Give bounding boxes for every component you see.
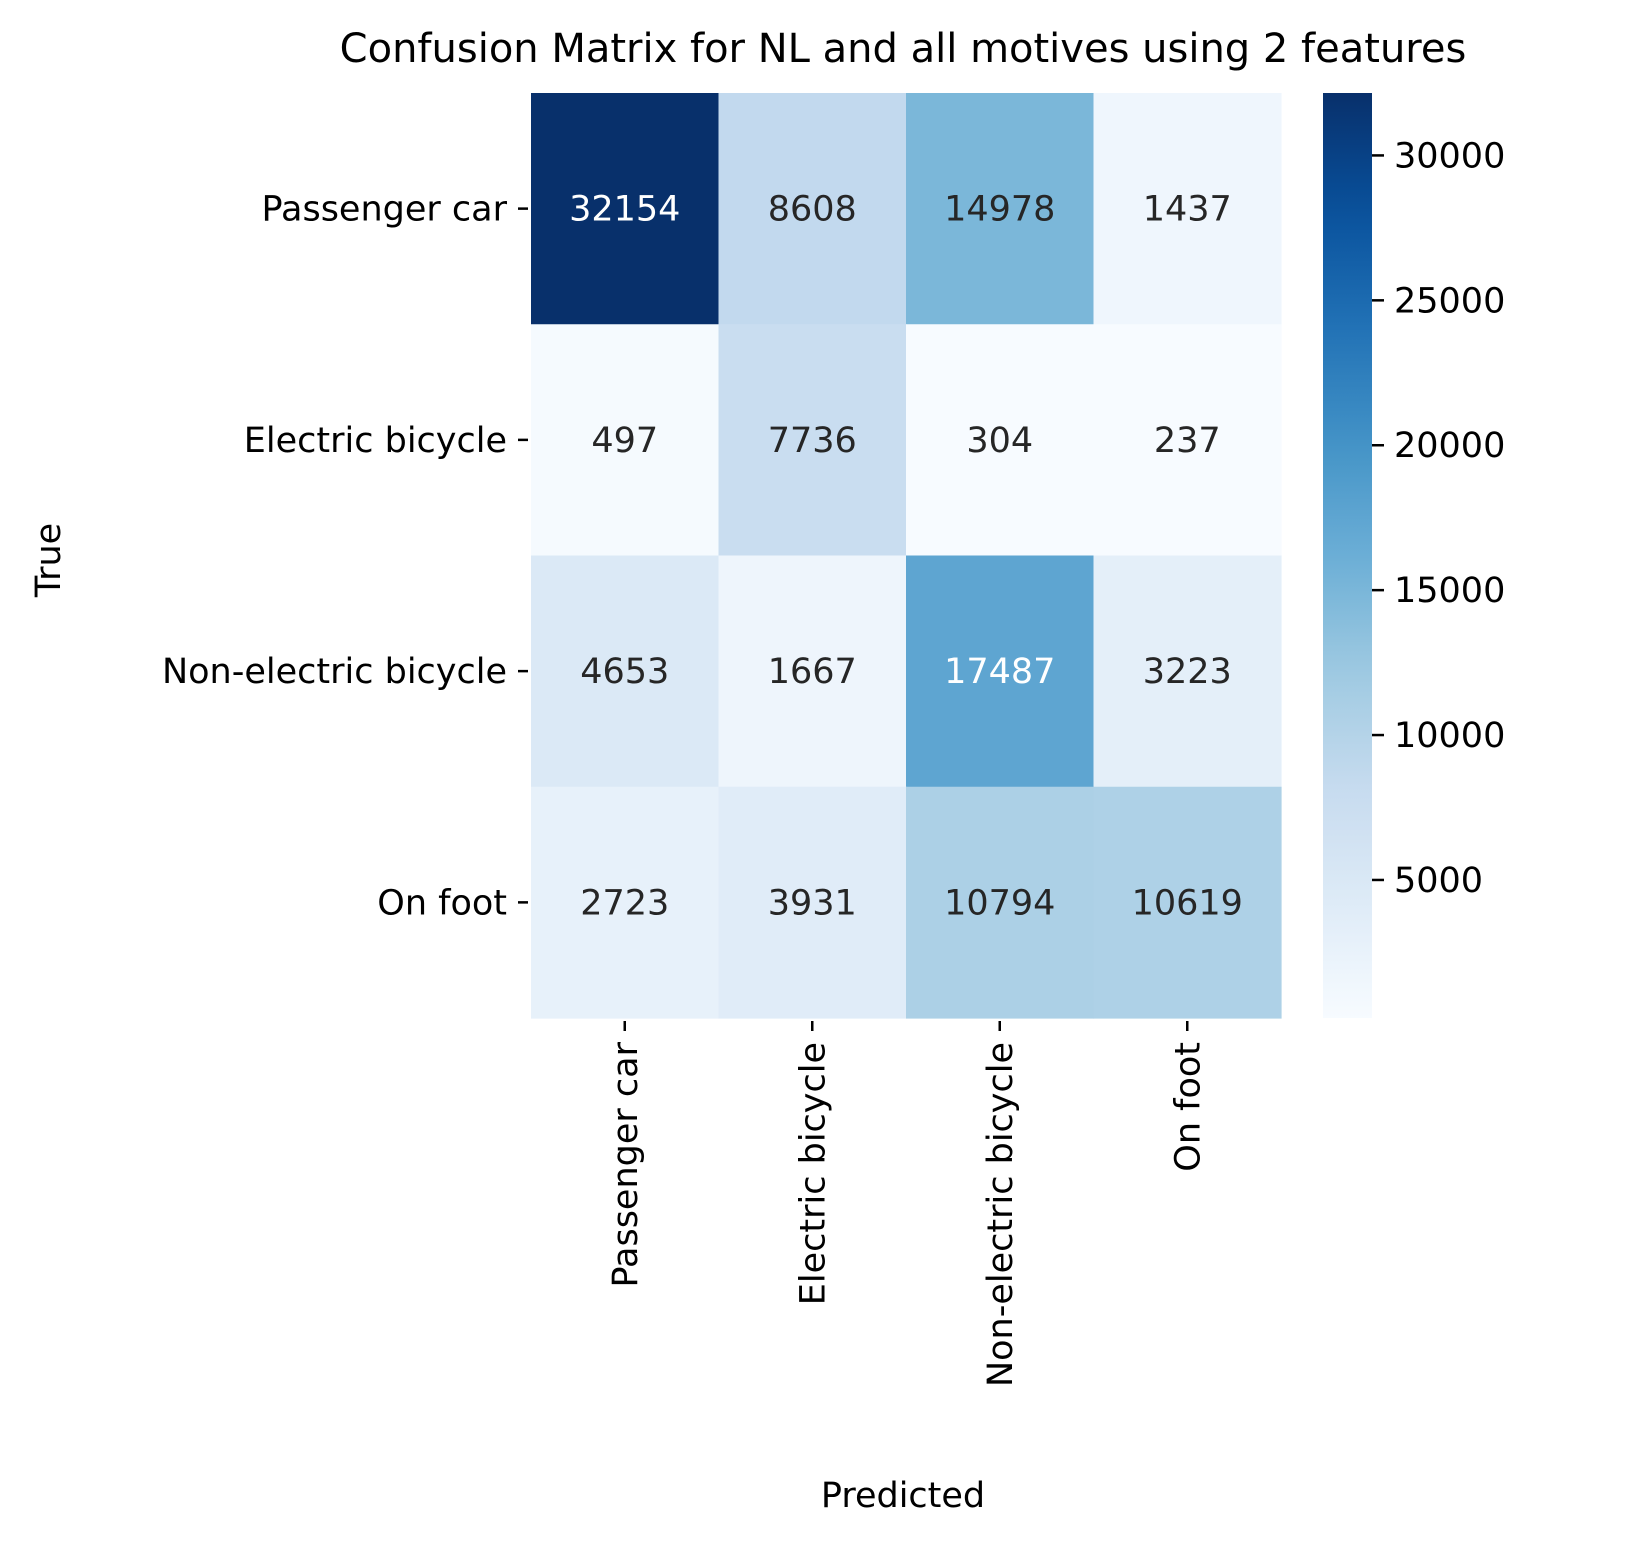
heatmap-cell-r2-c1 bbox=[718, 555, 907, 788]
x-axis: Passenger car Electric bicycle Non-electri… bbox=[606, 1021, 1208, 1387]
heatmap-cell-r1-c0 bbox=[531, 324, 720, 557]
cell-value-r0-c1: 8608 bbox=[768, 190, 857, 230]
y-axis: Passenger car Electric bicycle Non-electri… bbox=[162, 190, 528, 923]
colorbar-tick-label-3: 20000 bbox=[1394, 426, 1505, 466]
y-tick-label-3: On foot bbox=[377, 883, 507, 923]
heatmap-cells bbox=[531, 93, 1282, 1019]
y-tick-label-1: Electric bicycle bbox=[244, 421, 507, 461]
heatmap-cell-r1-c3 bbox=[1093, 324, 1282, 557]
heatmap-cell-r3-c3 bbox=[1093, 786, 1282, 1019]
cell-value-r0-c0: 32154 bbox=[569, 190, 680, 230]
heatmap-cell-r2-c3 bbox=[1093, 555, 1282, 788]
heatmap-cell-labels: 32154 8608 14978 1437 497 7736 304 237 4653 1667 1… bbox=[569, 190, 1243, 924]
cell-value-r1-c0: 497 bbox=[591, 421, 658, 461]
heatmap-cell-r3-c1 bbox=[718, 786, 907, 1019]
colorbar-tick-label-0: 5000 bbox=[1394, 861, 1483, 901]
cell-value-r1-c3: 237 bbox=[1154, 421, 1221, 461]
cell-value-r3-c2: 10794 bbox=[944, 883, 1055, 923]
x-tick-label-3: On foot bbox=[1168, 1042, 1208, 1172]
heatmap-cell-r3-c2 bbox=[906, 786, 1095, 1019]
cell-value-r3-c1: 3931 bbox=[768, 883, 857, 923]
x-axis-label: Predicted bbox=[821, 1476, 985, 1516]
cell-value-r1-c1: 7736 bbox=[768, 421, 857, 461]
cell-value-r2-c2: 17487 bbox=[944, 652, 1055, 692]
x-tick-label-0: Passenger car bbox=[606, 1041, 646, 1287]
heatmap-cell-r0-c3 bbox=[1093, 93, 1282, 325]
y-axis-label: True bbox=[29, 523, 69, 598]
y-tick-label-2: Non-electric bicycle bbox=[162, 652, 507, 692]
heatmap-cell-r1-c2 bbox=[906, 324, 1095, 557]
cell-value-r0-c2: 14978 bbox=[944, 190, 1055, 230]
chart-title: Confusion Matrix for NL and all motives … bbox=[340, 26, 1467, 72]
heatmap-cell-r3-c0 bbox=[531, 786, 720, 1019]
x-tick-label-1: Electric bicycle bbox=[793, 1042, 833, 1305]
cell-value-r0-c3: 1437 bbox=[1143, 190, 1232, 230]
colorbar-tick-label-2: 15000 bbox=[1394, 571, 1505, 611]
colorbar bbox=[1323, 93, 1372, 1018]
y-tick-label-0: Passenger car bbox=[261, 190, 507, 230]
heatmap-cell-r0-c1 bbox=[718, 93, 907, 325]
colorbar-tick-label-5: 30000 bbox=[1394, 136, 1505, 176]
x-tick-label-2: Non-electric bicycle bbox=[981, 1042, 1021, 1387]
cell-value-r1-c2: 304 bbox=[966, 421, 1033, 461]
colorbar-tick-label-4: 25000 bbox=[1394, 281, 1505, 321]
heatmap-cell-r0-c0 bbox=[531, 93, 720, 325]
cell-value-r3-c0: 2723 bbox=[580, 883, 669, 923]
cell-value-r2-c1: 1667 bbox=[768, 652, 857, 692]
colorbar-tick-label-1: 10000 bbox=[1394, 716, 1505, 756]
cell-value-r3-c3: 10619 bbox=[1132, 883, 1243, 923]
heatmap-cell-r0-c2 bbox=[906, 93, 1095, 325]
cell-value-r2-c0: 4653 bbox=[580, 652, 669, 692]
cell-value-r2-c3: 3223 bbox=[1143, 652, 1232, 692]
colorbar-ticks: 5000 10000 15000 20000 25000 30000 bbox=[1372, 136, 1505, 901]
heatmap-cell-r2-c2 bbox=[906, 555, 1095, 788]
heatmap-cell-r1-c1 bbox=[718, 324, 907, 557]
heatmap-cell-r2-c0 bbox=[531, 555, 720, 788]
